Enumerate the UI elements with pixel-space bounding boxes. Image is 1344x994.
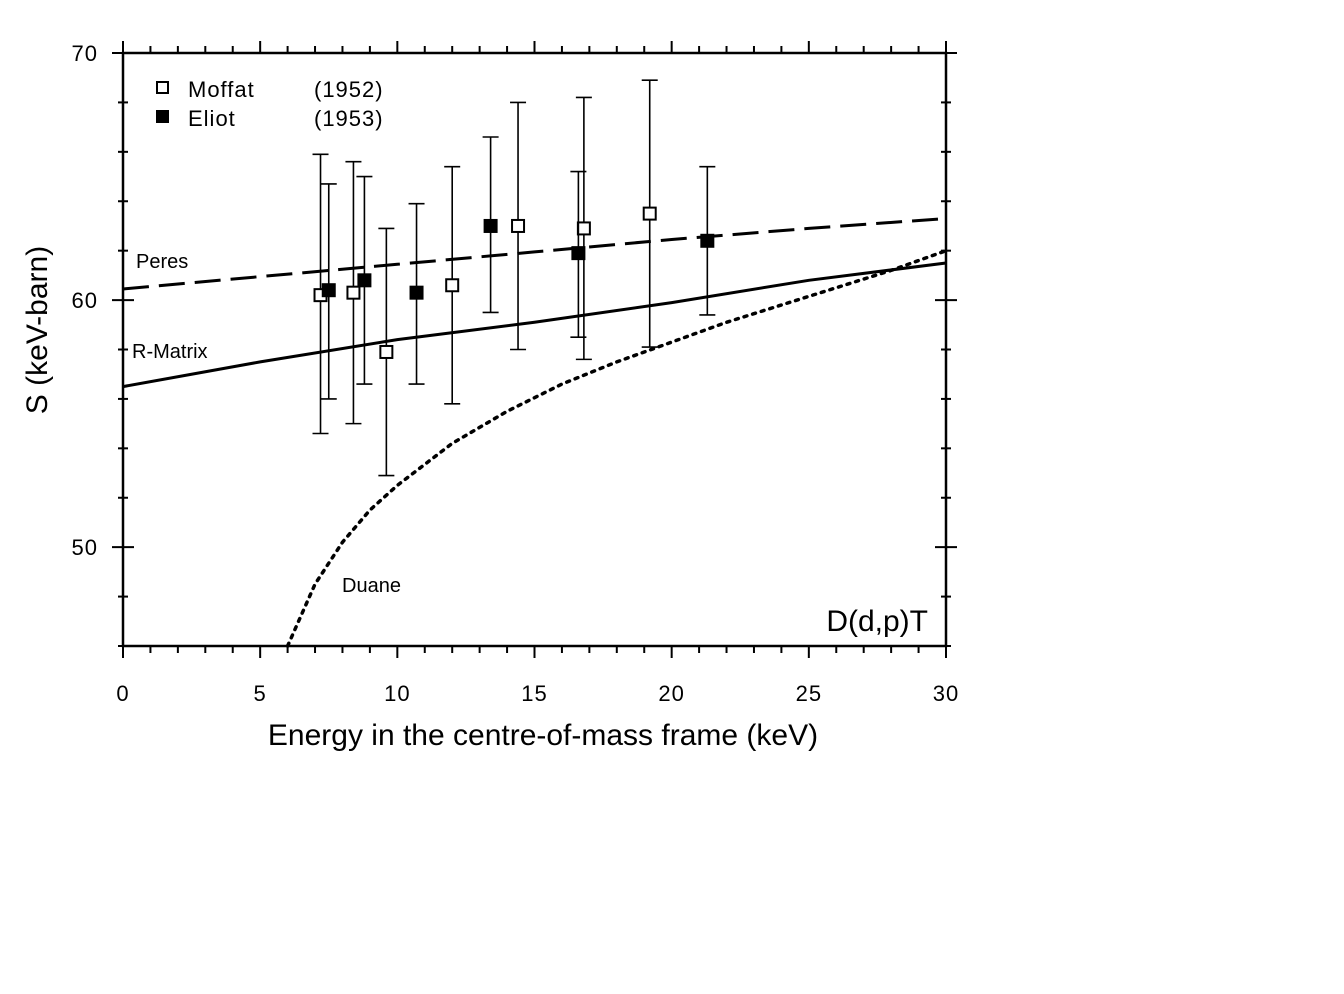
curve-peres <box>122 217 947 291</box>
data-point-moffat <box>379 344 394 359</box>
data-point-eliot <box>700 233 715 248</box>
x-tick-label: 25 <box>796 681 822 706</box>
data-point-moffat <box>511 218 526 233</box>
y-tick-label: 60 <box>72 288 98 313</box>
curve-rmatrix <box>122 261 947 389</box>
y-tick-label: 70 <box>72 41 98 66</box>
x-tick-label: 20 <box>658 681 684 706</box>
x-axis-title: Energy in the centre-of-mass frame (keV) <box>268 719 818 752</box>
x-tick-label: 5 <box>254 681 267 706</box>
reaction-label: D(d,p)T <box>826 605 928 638</box>
legend-marker-filled-square <box>156 110 169 123</box>
legend: Moffat (1952) Eliot (1953) <box>156 77 384 131</box>
x-tick-label: 30 <box>933 681 959 706</box>
legend-year-moffat: (1952) <box>314 77 384 102</box>
model-curves <box>122 217 948 648</box>
legend-label-eliot: Eliot <box>188 106 236 131</box>
y-tick-label: 50 <box>72 535 98 560</box>
data-point-moffat <box>576 221 591 236</box>
legend-marker-open-square <box>156 81 169 94</box>
data-point-eliot <box>357 273 372 288</box>
y-axis-title: S (keV-barn) <box>21 246 54 414</box>
data-point-eliot <box>409 285 424 300</box>
curve-label-rmatrix: R-Matrix <box>132 341 208 363</box>
legend-year-eliot: (1953) <box>314 106 384 131</box>
data-point-moffat <box>346 285 361 300</box>
curve-label-duane: Duane <box>342 575 401 597</box>
plot-frame <box>121 51 948 648</box>
x-tick-label: 0 <box>116 681 129 706</box>
curve-duane <box>285 248 948 648</box>
text-labels: 0 5 10 15 20 25 30 50 60 70 Peres R-Matrix Duane <box>72 41 959 706</box>
data-point-eliot <box>483 218 498 233</box>
data-point-moffat <box>445 278 460 293</box>
data-point-eliot <box>321 283 336 298</box>
data-point-moffat <box>642 206 657 221</box>
x-tick-label: 10 <box>384 681 410 706</box>
x-tick-label: 15 <box>521 681 547 706</box>
data-point-eliot <box>571 246 586 261</box>
legend-label-moffat: Moffat <box>188 77 255 102</box>
data-points <box>312 79 716 477</box>
axis-ticks <box>112 41 957 658</box>
curve-label-peres: Peres <box>136 251 188 273</box>
